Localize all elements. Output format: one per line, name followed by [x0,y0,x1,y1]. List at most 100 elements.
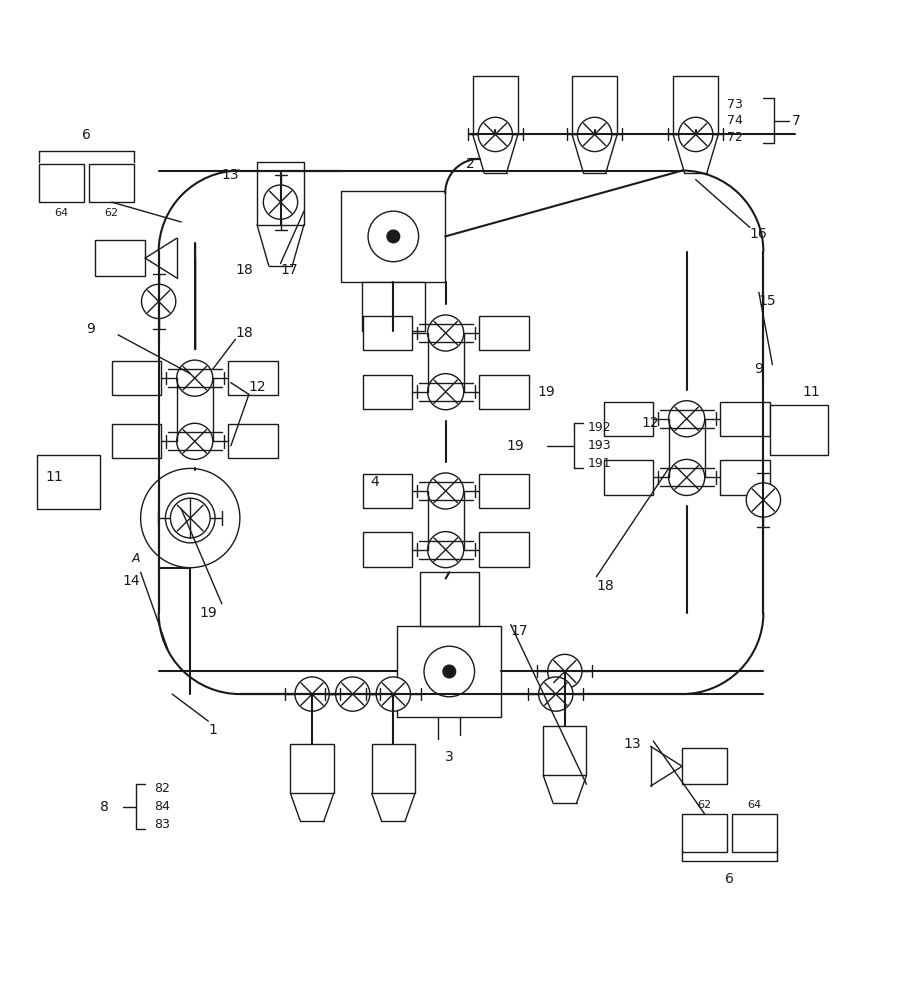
Text: 19: 19 [199,606,217,620]
Bar [603,402,653,436]
Text: 4: 4 [370,475,379,489]
Text: 17: 17 [510,624,527,638]
Bar [720,402,768,436]
Text: 193: 193 [587,439,610,452]
Circle shape [386,230,399,243]
Bar [673,76,718,134]
Text: 2: 2 [465,157,474,171]
Circle shape [368,211,418,262]
Text: 74: 74 [727,114,742,127]
Bar [371,744,414,793]
Bar [479,375,528,409]
Bar [731,814,776,852]
Bar [572,76,617,134]
Bar [290,744,333,793]
Bar [479,532,528,567]
Text: 62: 62 [697,800,711,810]
Text: 11: 11 [46,470,63,484]
Text: 64: 64 [747,800,760,810]
Bar [682,748,727,784]
Circle shape [427,532,463,568]
Bar [479,474,528,508]
Text: 16: 16 [749,227,767,241]
Bar [720,460,768,495]
Circle shape [745,483,779,517]
Circle shape [141,468,239,568]
Circle shape [678,117,712,152]
Bar [112,361,161,395]
Bar [768,405,827,455]
Circle shape [442,665,455,678]
Text: 73: 73 [727,98,742,111]
Circle shape [170,498,209,538]
Bar [682,814,727,852]
Circle shape [538,677,573,711]
Circle shape [165,493,215,543]
Text: 9: 9 [753,362,762,376]
Bar [362,474,412,508]
Circle shape [176,423,212,459]
Text: 82: 82 [154,782,170,795]
Circle shape [427,473,463,509]
Circle shape [142,284,175,319]
Text: 191: 191 [587,457,610,470]
Bar [362,316,412,350]
Circle shape [547,654,582,689]
Bar [112,424,161,458]
Bar [228,361,277,395]
Bar [479,316,528,350]
Circle shape [176,360,212,396]
Text: 192: 192 [587,421,610,434]
Text: 84: 84 [154,800,170,813]
Text: 13: 13 [623,737,640,751]
Bar [362,375,412,409]
Text: 11: 11 [801,385,819,399]
Text: 6: 6 [724,872,733,886]
Bar [96,240,145,276]
Circle shape [427,374,463,410]
Text: 8: 8 [100,800,109,814]
Text: 12: 12 [248,380,266,394]
Text: 18: 18 [235,263,253,277]
Bar [228,424,277,458]
Circle shape [478,117,512,152]
Circle shape [427,315,463,351]
Circle shape [294,677,329,711]
Text: 3: 3 [444,750,453,764]
Circle shape [424,646,474,697]
Bar [37,455,100,509]
Bar [89,164,135,202]
Text: 62: 62 [105,208,118,218]
Bar [603,460,653,495]
Text: 19: 19 [506,439,524,453]
Bar [472,76,517,134]
Circle shape [668,401,704,437]
Text: 72: 72 [727,131,742,144]
Circle shape [263,185,297,219]
Text: 7: 7 [791,114,800,128]
Circle shape [668,459,704,495]
Text: 6: 6 [82,128,91,142]
Text: 14: 14 [123,574,140,588]
Bar [256,162,303,225]
Text: 83: 83 [154,818,170,831]
Text: 17: 17 [280,263,298,277]
Circle shape [376,677,410,711]
Bar [361,282,424,331]
Text: 9: 9 [87,322,95,336]
Bar [397,626,500,717]
Text: 13: 13 [221,168,239,182]
Bar [420,572,478,626]
Bar [341,191,445,282]
Text: A: A [132,552,140,565]
Text: 19: 19 [537,385,554,399]
Bar [543,726,586,775]
Bar [39,164,84,202]
Bar [362,532,412,567]
Text: 1: 1 [208,723,217,737]
Circle shape [577,117,611,152]
Text: 18: 18 [596,579,613,593]
Text: 12: 12 [641,416,658,430]
Text: 18: 18 [235,326,253,340]
Circle shape [335,677,369,711]
